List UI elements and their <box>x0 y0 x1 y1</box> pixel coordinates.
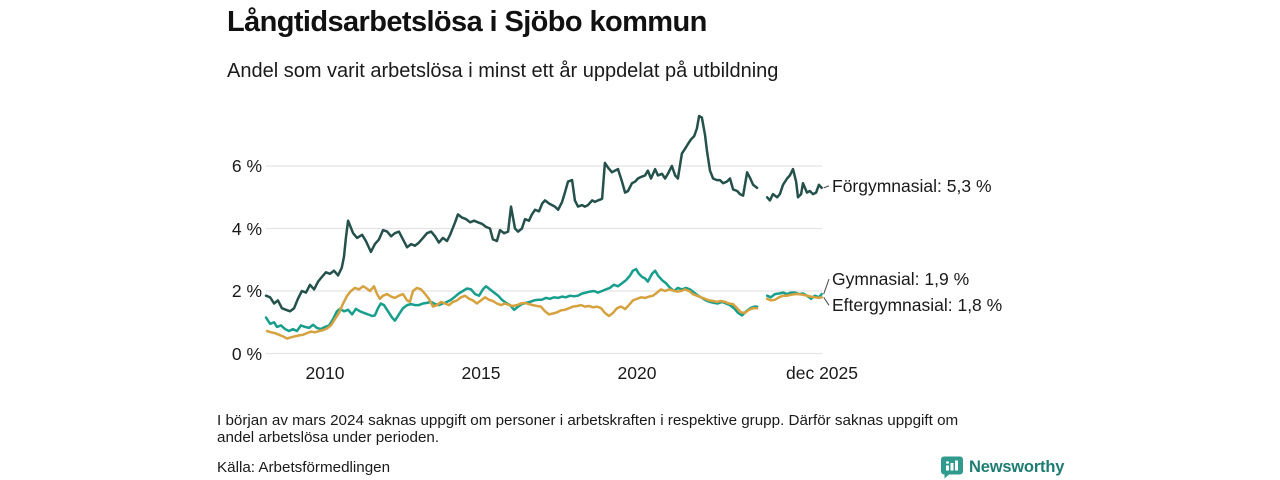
chart-subtitle: Andel som varit arbetslösa i minst ett å… <box>227 60 779 82</box>
series-end-label-forgymnasial: Förgymnasial: 5,3 % <box>832 176 992 196</box>
series-line-eftergymnasial <box>765 292 823 302</box>
series-label-connector <box>823 278 830 295</box>
x-axis-tick-label-dec-2025: dec 2025 <box>785 363 859 383</box>
chart-footnote: I början av mars 2024 saknas uppgift om … <box>217 412 1062 446</box>
series-line-förgymnasial <box>264 114 759 313</box>
y-axis-tick-label-0: 0 % <box>231 344 262 364</box>
series-label-connector <box>823 185 830 189</box>
x-axis-tick-label-2010: 2010 <box>305 363 345 383</box>
newsworthy-logo[interactable]: Newsworthy <box>941 455 1064 479</box>
newsworthy-logo-icon <box>941 456 963 479</box>
y-axis-tick-label-2: 2 % <box>231 281 262 301</box>
page-title: Långtidsarbetslösa i Sjöbo kommun <box>227 6 707 38</box>
footnote-line-2: andel arbetslösa under perioden. <box>217 428 440 446</box>
series-line-gymnasial <box>264 267 759 333</box>
x-axis-tick-label-2020: 2020 <box>617 363 657 383</box>
series-end-label-eftergymnasial: Eftergymnasial: 1,8 % <box>832 295 1003 315</box>
series-label-connector <box>823 297 830 306</box>
series-line-förgymnasial <box>765 167 823 202</box>
y-axis-tick-label-4: 4 % <box>231 219 262 239</box>
source-label: Källa: Arbetsförmedlingen <box>217 459 391 476</box>
series-line-eftergymnasial <box>265 285 759 340</box>
y-axis-tick-label-6: 6 % <box>231 156 262 176</box>
newsworthy-logo-text: Newsworthy <box>969 457 1065 476</box>
series-end-label-gymnasial: Gymnasial: 1,9 % <box>832 269 970 289</box>
x-axis-tick-label-2015: 2015 <box>461 363 501 383</box>
footnote-line-1: I början av mars 2024 saknas uppgift om … <box>217 412 959 429</box>
